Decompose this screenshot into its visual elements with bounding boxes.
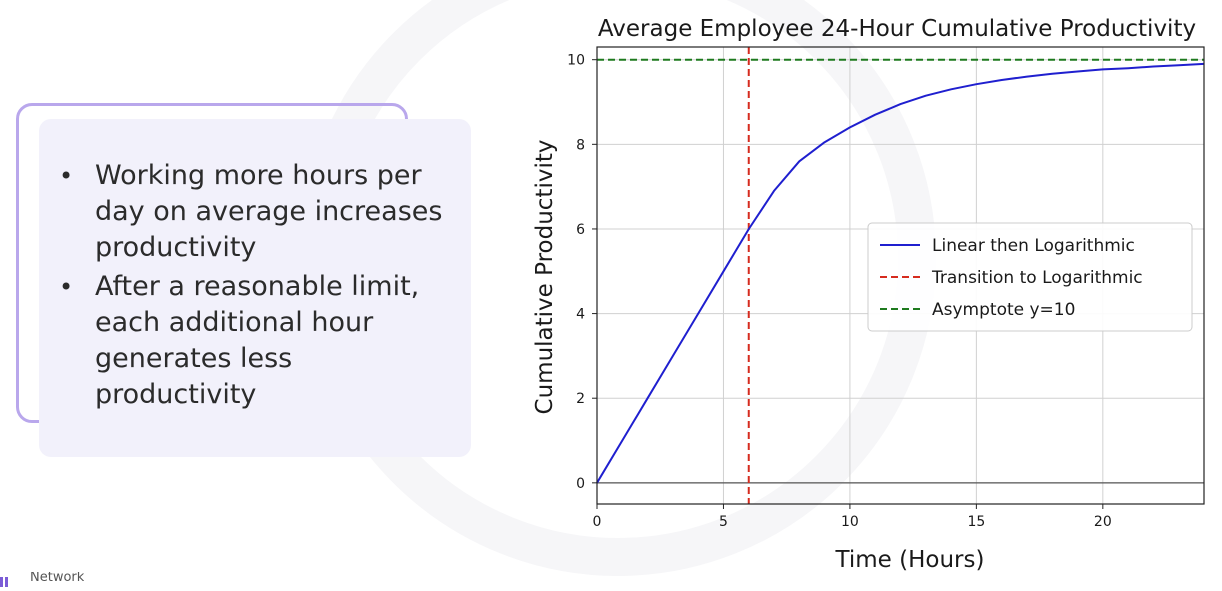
bullet-item: • After a reasonable limit, each additio… [57, 269, 457, 413]
y-tick-label: 8 [576, 137, 585, 153]
y-axis-label: Cumulative Productivity [532, 140, 558, 415]
x-axis-label: Time (Hours) [835, 547, 985, 573]
y-tick-label: 0 [576, 476, 585, 492]
x-tick-label: 15 [967, 514, 985, 530]
legend-label: Transition to Logarithmic [931, 268, 1143, 288]
line-chart: Average Employee 24-Hour Cumulative Prod… [532, 16, 1205, 573]
bullet-card [39, 119, 471, 457]
axis-ticks: 0 5 10 15 20 0 2 4 6 8 10 [567, 53, 1112, 530]
reference-lines [597, 47, 1204, 504]
x-tick-label: 0 [593, 514, 602, 530]
y-tick-label: 2 [576, 391, 585, 407]
chart-title: Average Employee 24-Hour Cumulative Prod… [598, 16, 1196, 42]
brand-logo-icon [0, 572, 14, 587]
x-tick-label: 5 [719, 514, 728, 530]
y-tick-label: 6 [576, 222, 585, 238]
x-tick-label: 20 [1094, 514, 1112, 530]
bullet-list: • Working more hours per day on average … [57, 158, 457, 413]
productivity-line [596, 62, 1205, 484]
chart-legend: Linear then Logarithmic Transition to Log… [867, 222, 1193, 332]
bullet-item: • Working more hours per day on average … [57, 158, 457, 266]
footer-brand-text: Network [30, 572, 85, 582]
legend-label: Asymptote y=10 [932, 300, 1075, 320]
y-tick-label: 10 [567, 53, 585, 69]
bullet-dot-icon: • [59, 273, 74, 301]
x-tick-label: 10 [841, 514, 859, 530]
y-tick-label: 4 [576, 307, 585, 323]
legend-box [867, 222, 1193, 332]
series-layer [596, 62, 1205, 484]
legend-label: Linear then Logarithmic [932, 236, 1135, 256]
bullet-text: After a reasonable limit, each additiona… [95, 271, 420, 410]
bullet-text: Working more hours per day on average in… [95, 160, 443, 263]
bullet-dot-icon: • [59, 162, 74, 190]
plot-frame [596, 46, 1205, 505]
